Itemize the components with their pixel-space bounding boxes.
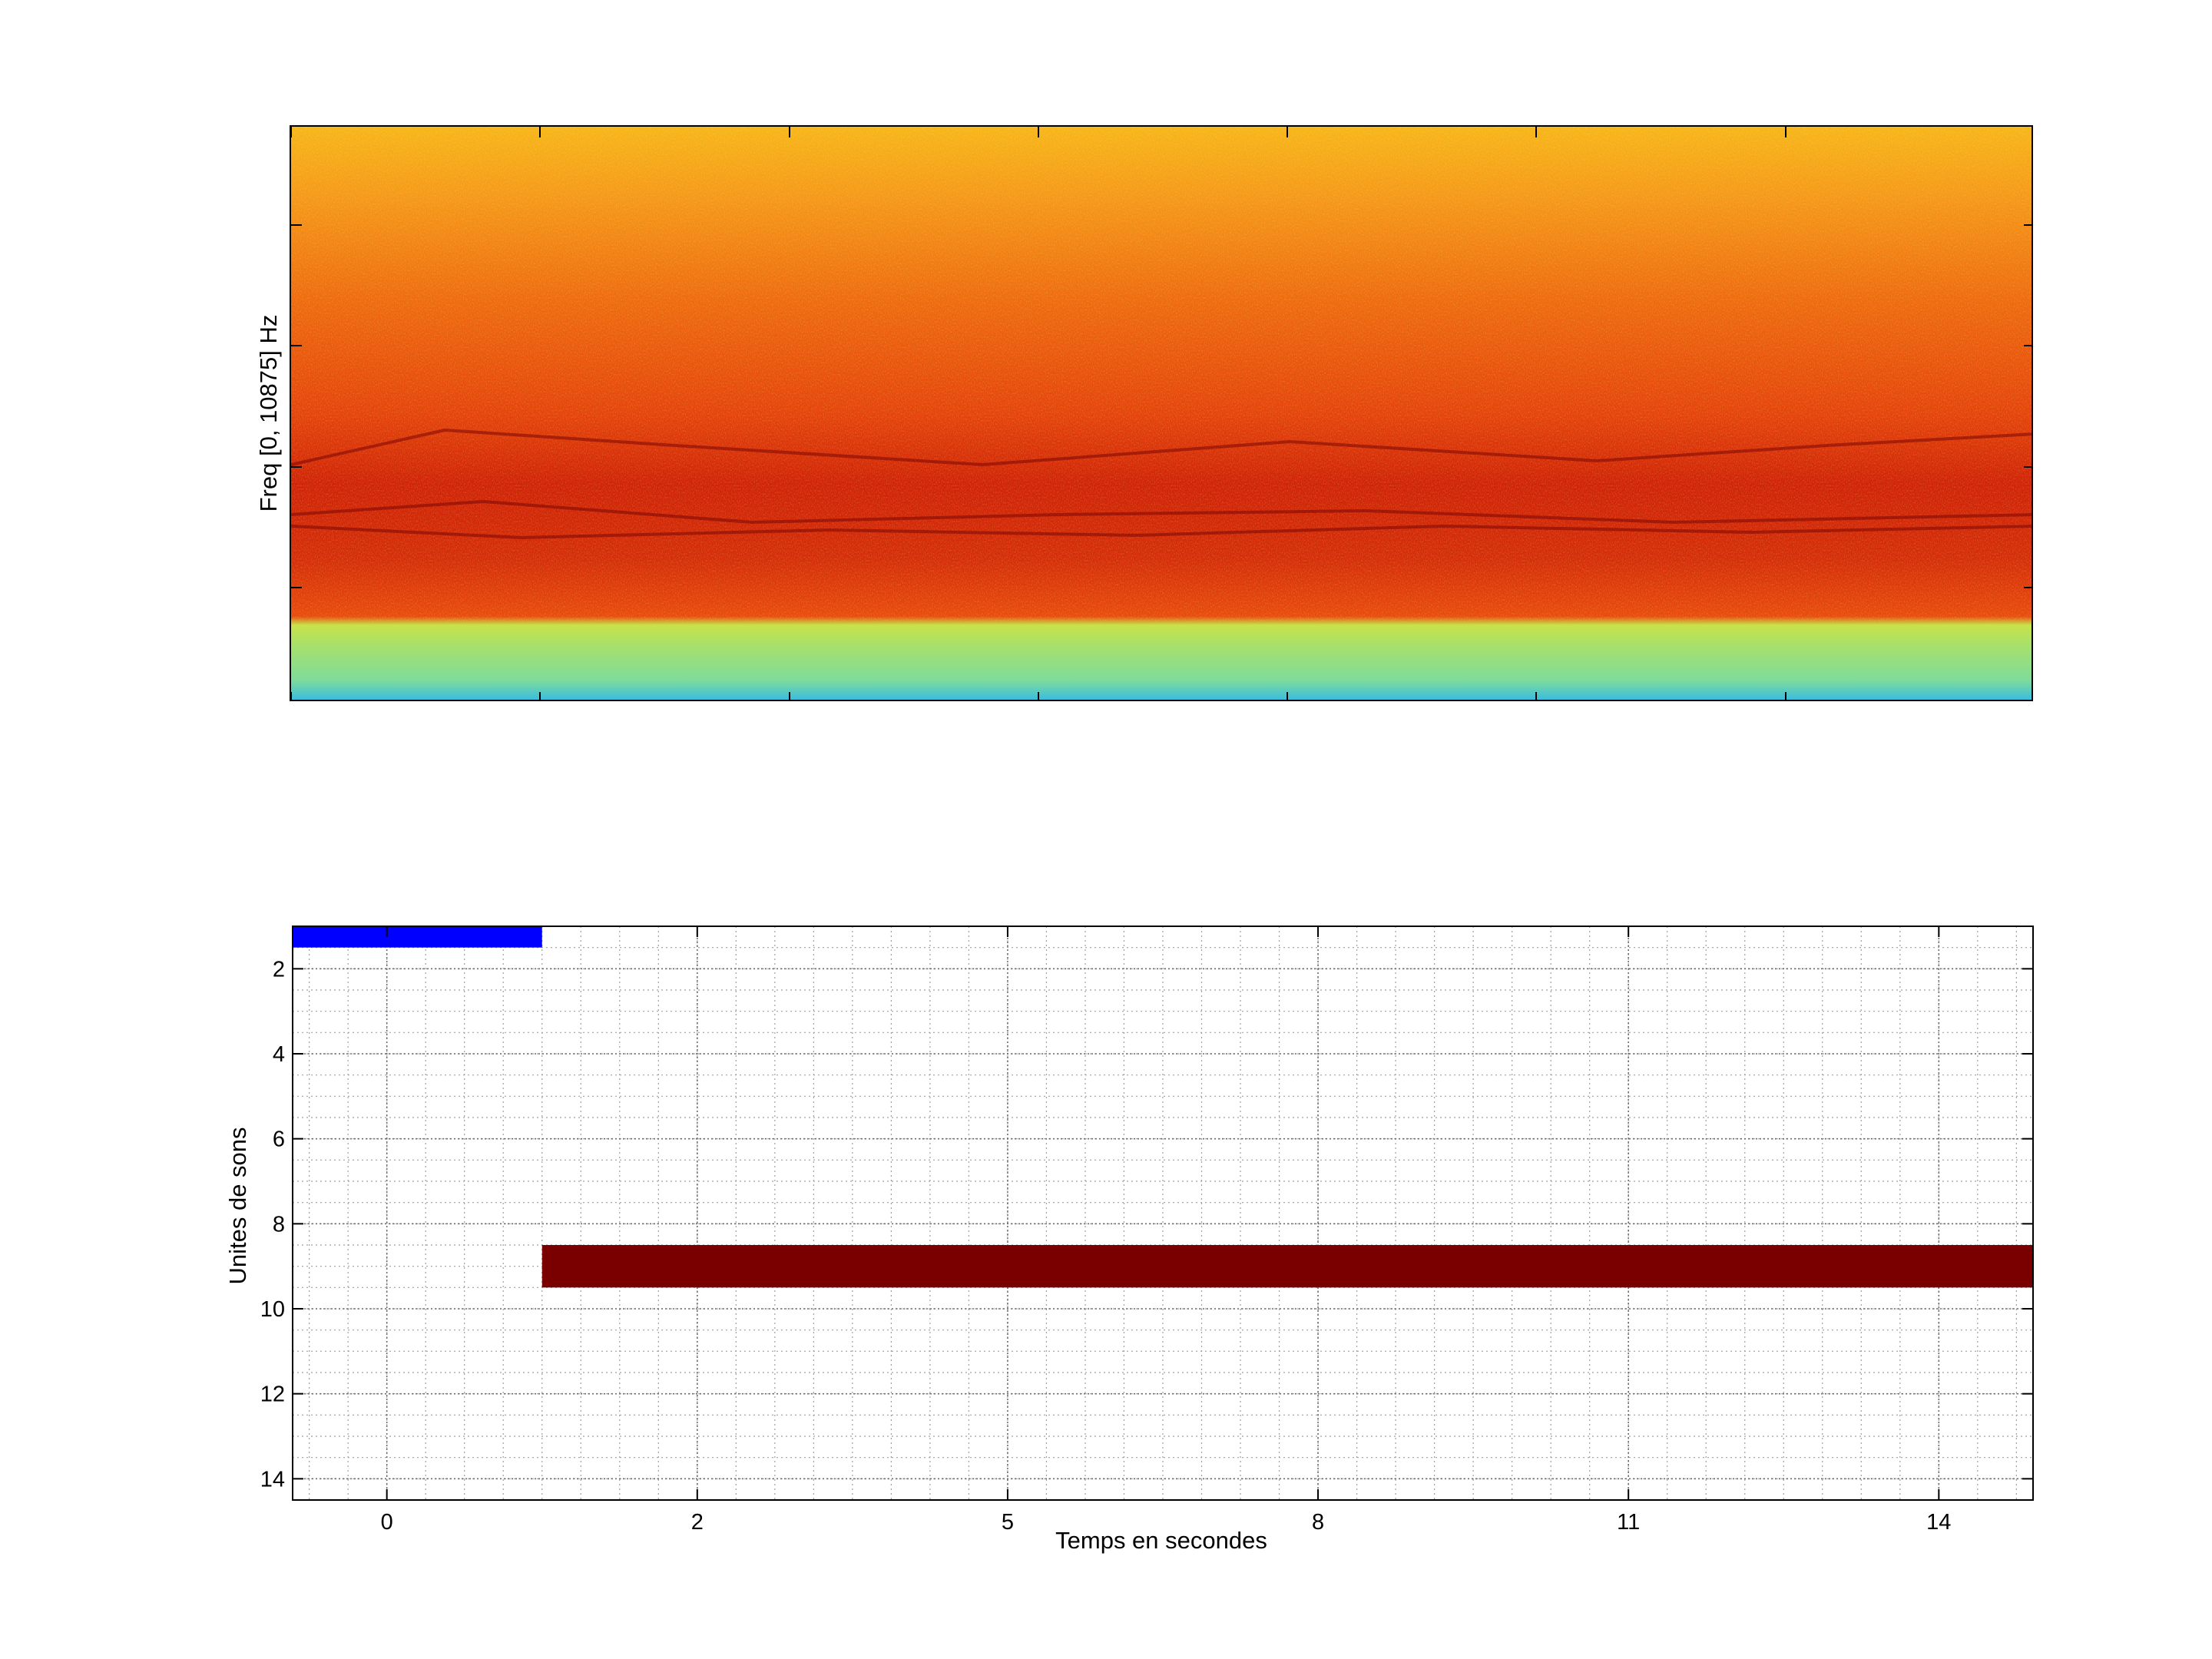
units-y-label: Unites de sons bbox=[224, 1127, 251, 1285]
formant-trace bbox=[291, 428, 2032, 467]
x-tick-label: 11 bbox=[1617, 1510, 1640, 1535]
y-tick-label: 4 bbox=[273, 1042, 285, 1067]
x-tick-label: 14 bbox=[1926, 1510, 1951, 1535]
x-tick-label: 2 bbox=[691, 1510, 704, 1535]
sound-unit-bar-9 bbox=[541, 1245, 2033, 1288]
spectrogram-noise bbox=[291, 127, 2032, 622]
spectrogram-image bbox=[291, 127, 2032, 700]
y-tick-label: 12 bbox=[260, 1382, 285, 1407]
spectrogram-panel bbox=[290, 125, 2033, 701]
x-tick-label: 5 bbox=[1002, 1510, 1014, 1535]
x-tick-label: 0 bbox=[381, 1510, 393, 1535]
x-tick-label: 8 bbox=[1312, 1510, 1324, 1535]
sound-unit-bar-1 bbox=[293, 926, 542, 948]
y-tick-label: 8 bbox=[273, 1212, 285, 1237]
y-tick-label: 10 bbox=[260, 1297, 285, 1322]
plot-frame bbox=[292, 926, 2034, 1501]
y-tick-label: 2 bbox=[273, 957, 285, 982]
formant-trace bbox=[291, 499, 2032, 525]
y-tick-label: 14 bbox=[260, 1467, 285, 1492]
y-tick-label: 6 bbox=[273, 1128, 285, 1152]
formant-trace bbox=[291, 524, 2032, 540]
units-x-label: Temps en secondes bbox=[1055, 1527, 1267, 1554]
